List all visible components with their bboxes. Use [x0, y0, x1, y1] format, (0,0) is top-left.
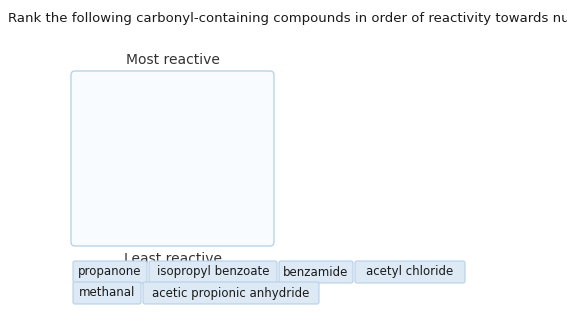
FancyBboxPatch shape: [143, 282, 319, 304]
Text: isopropyl benzoate: isopropyl benzoate: [156, 266, 269, 279]
FancyBboxPatch shape: [279, 261, 353, 283]
FancyBboxPatch shape: [71, 71, 274, 246]
Text: propanone: propanone: [78, 266, 142, 279]
Text: acetyl chloride: acetyl chloride: [366, 266, 454, 279]
FancyBboxPatch shape: [149, 261, 277, 283]
Text: Rank the following carbonyl-containing compounds in order of reactivity towards : Rank the following carbonyl-containing c…: [8, 12, 567, 25]
Text: Most reactive: Most reactive: [125, 53, 219, 67]
FancyBboxPatch shape: [73, 261, 147, 283]
Text: acetic propionic anhydride: acetic propionic anhydride: [153, 287, 310, 300]
FancyBboxPatch shape: [355, 261, 465, 283]
Text: benzamide: benzamide: [284, 266, 349, 279]
Text: Least reactive: Least reactive: [124, 252, 222, 266]
Text: methanal: methanal: [79, 287, 135, 300]
FancyBboxPatch shape: [73, 282, 141, 304]
